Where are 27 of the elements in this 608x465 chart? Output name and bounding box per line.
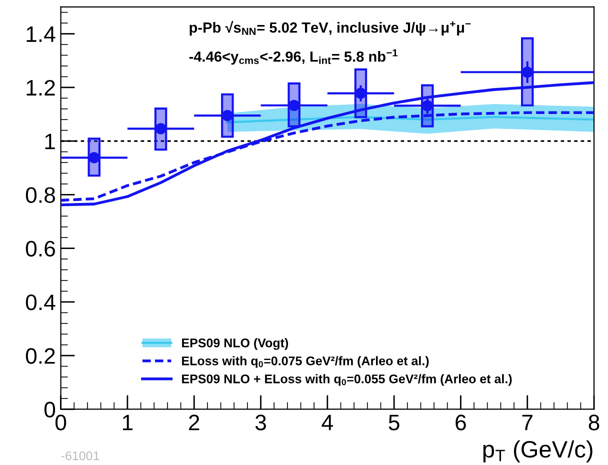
y-tick-label: 1.4 [26, 26, 56, 42]
legend-label: EPS09 NLO (Vogt) [182, 338, 288, 350]
y-tick-label: 0.6 [26, 240, 55, 257]
x-tick-label: 5 [388, 414, 400, 430]
point [522, 66, 533, 78]
y-tick-label: 0.4 [26, 294, 56, 310]
line-series [60, 81, 594, 206]
legend-label: EPS09 NLO + ELoss with q$_{0}$=0.055 GeV²/fm (Arleo et al.) [182, 374, 512, 386]
point [355, 88, 366, 99]
x-tick-label: 0 [55, 414, 66, 430]
y-tick-label: 0.2 [26, 348, 55, 364]
x-axis-title: p$_{T}$ (GeV/c) [483, 440, 592, 462]
text: -4.46<y$_{cms}$<-2.96, L$_{int}$= 5.8 nb$^{−1}$ [189, 49, 398, 65]
legend-label: ELoss with q$_{0}$=0.075 GeV²/fm (Arleo et al.) [182, 356, 429, 368]
x-tick-label: 3 [255, 414, 266, 430]
x-tick-label: 4 [322, 414, 333, 430]
y-tick-label: 0 [44, 402, 56, 418]
y-tick-label: 1.2 [26, 80, 55, 96]
text: p-Pb √s$_{NN}$= 5.02 TeV, inclusive J/ψ→μ$^{+}$μ$^{−}$ [190, 21, 471, 36]
x-tick-label: 8 [588, 414, 600, 430]
x-tick-label: 1 [122, 414, 133, 430]
x-tick-label: 6 [456, 414, 466, 430]
x-tick-label: 7 [522, 414, 532, 430]
x-tick-label: 2 [189, 414, 200, 430]
y-tick-label: 1 [45, 134, 55, 150]
text: -61001 [61, 451, 100, 460]
y-tick-label: 0.8 [26, 187, 55, 203]
